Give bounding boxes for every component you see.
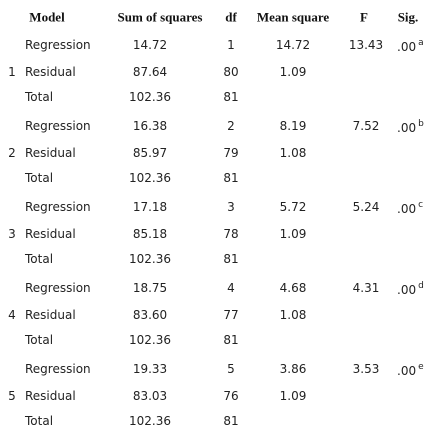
source-label: Residual — [25, 389, 76, 403]
df-value: 1 — [227, 38, 235, 52]
sig-cell: .00 e — [397, 362, 424, 378]
ms-value: 1.09 — [279, 65, 307, 79]
ss-value: 16.38 — [132, 119, 168, 133]
f-value: 5.24 — [352, 200, 380, 214]
df-value: 80 — [223, 65, 239, 79]
ms-value: 4.68 — [279, 281, 307, 295]
ms-value: 1.09 — [279, 227, 307, 241]
footnote-marker: e — [418, 362, 424, 372]
source-label: Residual — [25, 146, 76, 160]
footnote-marker: d — [418, 281, 424, 291]
ms-value: 1.09 — [279, 389, 307, 403]
source-label: Regression — [25, 281, 91, 295]
df-value: 77 — [223, 308, 239, 322]
ss-value: 14.72 — [132, 38, 168, 52]
sig-value: .00 — [397, 121, 417, 135]
ss-value: 102.36 — [129, 414, 171, 428]
df-value: 5 — [227, 362, 235, 376]
df-value: 81 — [223, 333, 239, 347]
sig-value: .00 — [397, 40, 417, 54]
ms-value: 5.72 — [279, 200, 307, 214]
ss-value: 102.36 — [129, 90, 171, 104]
sig-cell: .00 c — [397, 200, 424, 216]
source-label: Regression — [25, 38, 91, 52]
source-label: Residual — [25, 65, 76, 79]
f-value: 3.53 — [352, 362, 380, 376]
source-label: Total — [25, 333, 54, 347]
df-value: 78 — [223, 227, 239, 241]
ms-value: 1.08 — [279, 308, 307, 322]
ss-value: 85.18 — [132, 227, 168, 241]
df-value: 81 — [223, 414, 239, 428]
model-number: 5 — [8, 389, 16, 403]
column-header: Mean square — [256, 9, 330, 25]
footnote-marker: c — [418, 200, 424, 210]
ss-value: 102.36 — [129, 252, 171, 266]
model-number: 3 — [8, 227, 16, 241]
footnote-marker: a — [418, 38, 424, 48]
ss-value: 87.64 — [132, 65, 168, 79]
f-value: 7.52 — [352, 119, 380, 133]
sig-cell: .00 a — [397, 38, 424, 54]
source-label: Regression — [25, 200, 91, 214]
column-header: df — [225, 9, 237, 25]
df-value: 2 — [227, 119, 235, 133]
ss-value: 83.60 — [132, 308, 168, 322]
column-header: Model — [29, 9, 65, 25]
source-label: Total — [25, 414, 54, 428]
ss-value: 83.03 — [132, 389, 168, 403]
ms-value: 1.08 — [279, 146, 307, 160]
sig-value: .00 — [397, 202, 417, 216]
ss-value: 102.36 — [129, 171, 171, 185]
column-header: Sum of squares — [117, 9, 203, 25]
df-value: 81 — [223, 252, 239, 266]
df-value: 3 — [227, 200, 235, 214]
ms-value: 8.19 — [279, 119, 307, 133]
ss-value: 102.36 — [129, 333, 171, 347]
df-value: 81 — [223, 171, 239, 185]
df-value: 4 — [227, 281, 235, 295]
df-value: 79 — [223, 146, 239, 160]
source-label: Regression — [25, 119, 91, 133]
source-label: Residual — [25, 308, 76, 322]
ms-value: 3.86 — [279, 362, 307, 376]
sig-value: .00 — [397, 364, 417, 378]
model-number: 2 — [8, 146, 16, 160]
ss-value: 19.33 — [132, 362, 168, 376]
model-number: 4 — [8, 308, 16, 322]
sig-cell: .00 b — [397, 119, 424, 135]
column-header: Sig. — [397, 9, 419, 25]
f-value: 13.43 — [348, 38, 384, 52]
sig-value: .00 — [397, 283, 417, 297]
model-number: 1 — [8, 65, 16, 79]
f-value: 4.31 — [352, 281, 380, 295]
column-header: F — [360, 9, 368, 25]
source-label: Total — [25, 90, 54, 104]
source-label: Regression — [25, 362, 91, 376]
df-value: 76 — [223, 389, 239, 403]
df-value: 81 — [223, 90, 239, 104]
sig-cell: .00 d — [397, 281, 424, 297]
ms-value: 14.72 — [275, 38, 311, 52]
source-label: Residual — [25, 227, 76, 241]
ss-value: 18.75 — [132, 281, 168, 295]
footnote-marker: b — [418, 119, 424, 129]
source-label: Total — [25, 171, 54, 185]
source-label: Total — [25, 252, 54, 266]
ss-value: 85.97 — [132, 146, 168, 160]
ss-value: 17.18 — [132, 200, 168, 214]
